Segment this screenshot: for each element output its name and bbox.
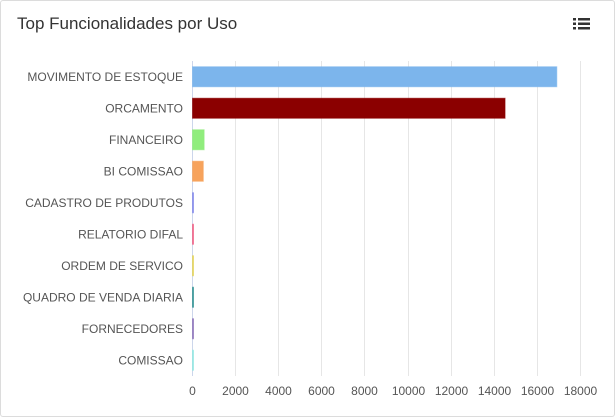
x-tick-label: 2000 <box>222 384 249 398</box>
x-tick-label: 14000 <box>478 384 512 398</box>
x-tick-label: 0 <box>189 384 196 398</box>
x-tick-label: 8000 <box>351 384 378 398</box>
chart-title: Top Funcionalidades por Uso <box>17 14 238 33</box>
bar <box>192 223 194 245</box>
bar <box>192 160 204 182</box>
x-tick-label: 6000 <box>308 384 335 398</box>
chart-menu-button[interactable] <box>571 15 593 35</box>
bar <box>192 192 194 214</box>
category-label: BI COMISSAO <box>104 164 183 178</box>
category-label: COMISSAO <box>118 353 183 367</box>
x-tick-label: 16000 <box>521 384 555 398</box>
bar <box>192 97 506 119</box>
category-label: ORDEM DE SERVICO <box>61 259 183 273</box>
category-label: MOVIMENTO DE ESTOQUE <box>27 70 183 84</box>
bar <box>192 286 194 308</box>
x-tick-label: 12000 <box>435 384 469 398</box>
category-label: QUADRO DE VENDA DIARIA <box>23 290 183 304</box>
bar <box>192 349 194 371</box>
bar <box>192 255 194 277</box>
category-label: FORNECEDORES <box>82 322 183 336</box>
bar <box>192 66 558 88</box>
x-tick-label: 18000 <box>564 384 598 398</box>
category-label: CADASTRO DE PRODUTOS <box>25 196 183 210</box>
category-label: RELATORIO DIFAL <box>78 227 183 241</box>
x-tick-label: 4000 <box>265 384 292 398</box>
category-label: ORCAMENTO <box>105 101 183 115</box>
category-label: FINANCEIRO <box>109 133 183 147</box>
bar <box>192 129 205 151</box>
list-menu-icon <box>573 18 590 30</box>
x-tick-label: 10000 <box>392 384 426 398</box>
bar <box>192 318 194 340</box>
